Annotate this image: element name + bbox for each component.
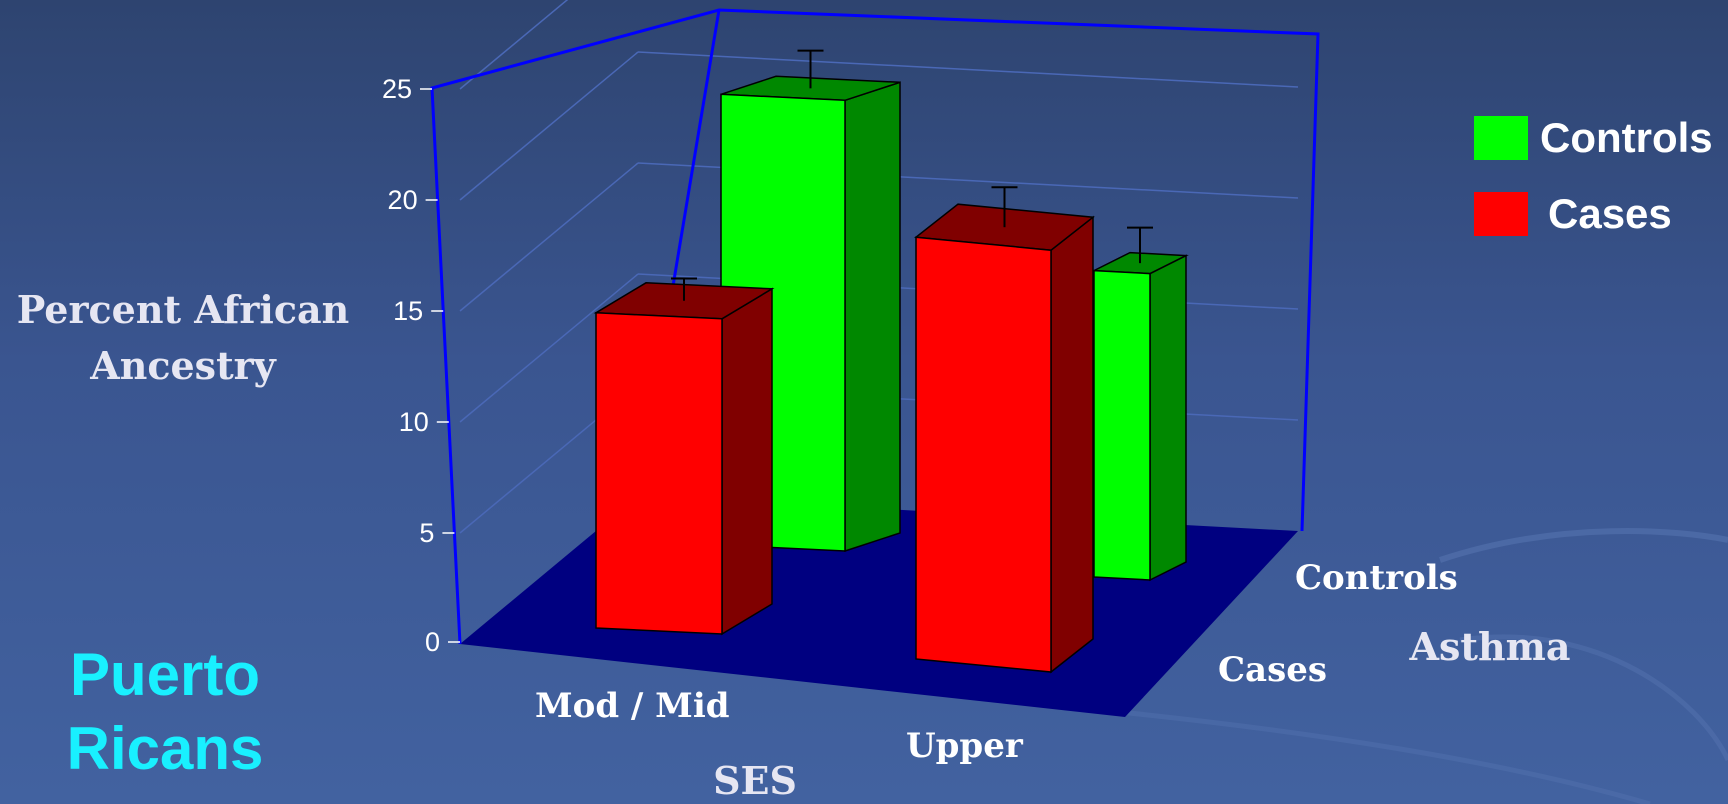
depth-category-label: Controls bbox=[1295, 558, 1458, 598]
region-label: Puerto Ricans bbox=[66, 641, 264, 782]
y-tick-label: 5 bbox=[419, 518, 434, 548]
depth-category-label: Cases bbox=[1218, 650, 1328, 690]
y-tick-label: 10 bbox=[399, 407, 429, 437]
legend-item-cases: Cases bbox=[1474, 184, 1713, 244]
depth-axis-label: Asthma bbox=[1409, 624, 1571, 669]
bar-side bbox=[1050, 215, 1094, 674]
gridline bbox=[459, 162, 639, 312]
legend-swatch-controls bbox=[1474, 116, 1528, 160]
y-axis-label: Percent African Ancestry bbox=[16, 287, 350, 388]
gridline bbox=[637, 51, 1299, 88]
bar-side bbox=[844, 81, 901, 553]
gridline bbox=[459, 51, 639, 201]
y-tick-label: 20 bbox=[388, 185, 418, 215]
y-tick-label: 25 bbox=[382, 74, 412, 104]
x-category-label: Mod / Mid bbox=[535, 686, 730, 726]
legend-label: Controls bbox=[1540, 114, 1713, 161]
y-tick-label: 15 bbox=[393, 296, 423, 326]
bar-side bbox=[1149, 254, 1187, 582]
legend-swatch-cases bbox=[1474, 192, 1528, 236]
bar-front bbox=[915, 236, 1052, 673]
bar-front bbox=[1093, 269, 1151, 581]
legend-label: Cases bbox=[1548, 190, 1672, 237]
gridline bbox=[459, 273, 639, 423]
y-tick-label: 0 bbox=[425, 627, 440, 657]
bar-side bbox=[721, 287, 773, 636]
legend: Controls Cases bbox=[1474, 108, 1713, 260]
gridline bbox=[459, 0, 569, 90]
x-axis-label: SES bbox=[713, 758, 797, 803]
legend-item-controls: Controls bbox=[1474, 108, 1713, 168]
x-category-label: Upper bbox=[906, 726, 1023, 766]
bar-front bbox=[595, 312, 723, 635]
